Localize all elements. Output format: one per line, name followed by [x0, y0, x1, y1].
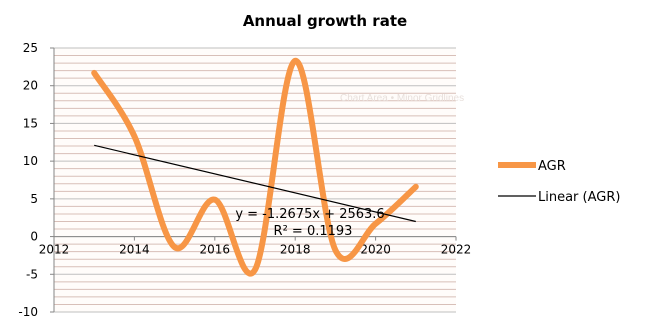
x-tick-label: 2012 — [39, 243, 70, 257]
y-tick-label: 15 — [23, 116, 38, 130]
y-tick-label: 20 — [23, 79, 38, 93]
x-tick-label: 2020 — [360, 243, 391, 257]
y-tick-label: 0 — [30, 230, 38, 244]
x-tick-label: 2022 — [441, 243, 472, 257]
y-tick-label: 5 — [30, 192, 38, 206]
x-tick-label: 2016 — [200, 243, 231, 257]
y-tick-label: -10 — [18, 305, 38, 319]
series-line-agr — [91, 57, 419, 277]
series-layer — [91, 57, 419, 277]
watermark-text: Chart Area • Minor Gridlines — [340, 93, 464, 104]
x-tick-label: 2018 — [280, 243, 311, 257]
y-tick-label: 10 — [23, 154, 38, 168]
chart-title: Annual growth rate — [243, 12, 407, 30]
legend: AGR Linear (AGR) — [498, 159, 620, 205]
axes: -10 -5 0 5 10 15 20 25 2012 2014 2016 2018 2020 2022 — [18, 41, 471, 319]
legend-label-agr: AGR — [538, 159, 566, 174]
y-tick-label: 25 — [23, 41, 38, 55]
x-tick-label: 2014 — [119, 243, 150, 257]
trendline-equation: y = -1.2675x + 2563.6 — [235, 207, 384, 222]
trendline-linear-agr — [94, 144, 416, 223]
y-tick-label: -5 — [26, 267, 38, 281]
legend-label-linear: Linear (AGR) — [538, 190, 620, 205]
trendline-r-squared: R² = 0.1193 — [274, 224, 353, 239]
